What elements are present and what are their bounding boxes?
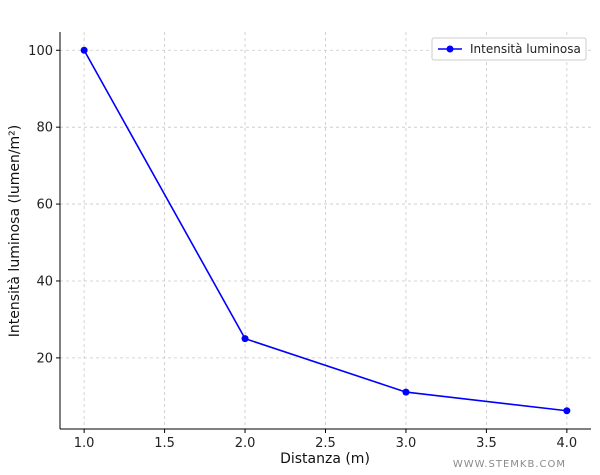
y-tick-label: 20 — [36, 351, 53, 366]
x-axis-label: Distanza (m) — [280, 451, 370, 467]
data-point — [563, 407, 571, 415]
x-tick-label: 2.5 — [315, 436, 336, 451]
series-line — [83, 49, 567, 412]
data-point — [402, 388, 410, 396]
x-tick-label: 2.0 — [235, 436, 256, 451]
y-axis-label: Intensità luminosa (lumen/m²) — [7, 125, 23, 338]
x-tick-label: 3.0 — [396, 436, 417, 451]
data-point — [241, 335, 249, 343]
legend-marker-swatch — [446, 45, 454, 53]
legend-label: Intensità luminosa — [470, 42, 581, 56]
x-tick-label: 4.0 — [557, 436, 578, 451]
legend: Intensità luminosa — [431, 37, 587, 61]
data-point — [80, 46, 88, 54]
y-tick-label: 60 — [36, 198, 53, 213]
series-layer — [80, 46, 571, 415]
watermark: WWW.STEMKB.COM — [453, 459, 566, 470]
x-tick-label: 1.0 — [74, 436, 95, 451]
x-tick-label: 1.5 — [154, 436, 175, 451]
y-tick-label: 40 — [36, 274, 53, 289]
grid-lines — [60, 32, 591, 429]
legend-frame — [431, 37, 587, 61]
x-tick-label: 3.5 — [476, 436, 497, 451]
y-tick-label: 100 — [28, 44, 53, 59]
y-tick-label: 80 — [36, 121, 53, 136]
tick-labels: 1.0 1.5 2.0 2.5 3.0 3.5 4.0 20 40 60 80 100 — [28, 44, 577, 451]
axes — [56, 32, 591, 433]
